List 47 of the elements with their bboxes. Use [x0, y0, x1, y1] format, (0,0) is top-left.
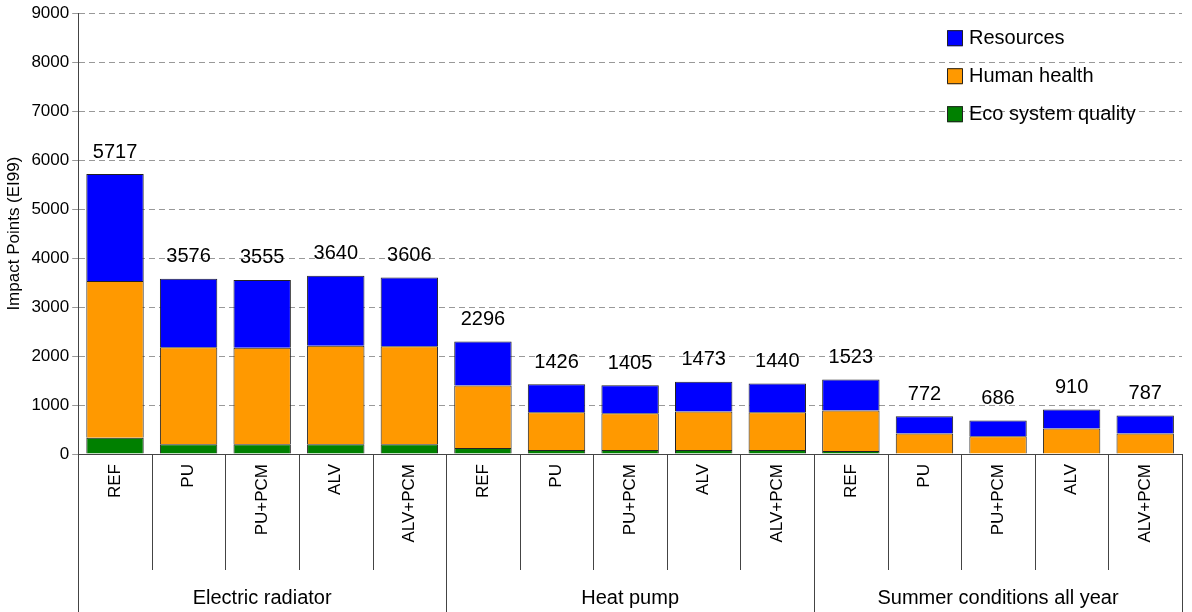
x-tick-label: ALV: [325, 463, 345, 495]
y-tick-label: 0: [59, 443, 70, 463]
total-label: 772: [907, 381, 942, 404]
total-label: 1473: [681, 347, 726, 370]
total-label: 910: [1054, 374, 1089, 397]
x-tick-label: ALV: [693, 463, 713, 495]
x-tick-label: PU+PCM: [987, 464, 1007, 536]
total-label: 3555: [239, 245, 285, 268]
total-label: 1426: [534, 349, 579, 372]
total-label: 1405: [607, 350, 653, 373]
y-tick-label: 1000: [31, 394, 70, 414]
legend-label: Eco system quality: [969, 101, 1136, 124]
x-tick-label: PU: [914, 464, 934, 488]
x-tick-label: PU: [546, 464, 566, 488]
x-tick-label: ALV+PCM: [766, 464, 786, 543]
x-tick-label: REF: [472, 464, 492, 498]
y-tick-label: 7000: [31, 100, 70, 120]
x-tick-label: ALV+PCM: [1134, 464, 1154, 543]
total-label: 2296: [460, 307, 506, 330]
total-label: 1523: [828, 344, 874, 367]
total-label: 787: [1128, 380, 1162, 403]
x-tick-label: ALV+PCM: [399, 464, 419, 543]
y-axis-title: Impact Points (EI99): [3, 156, 23, 311]
text: Heat pump: [581, 585, 680, 608]
total-label: 1440: [755, 348, 800, 371]
legend-label: Human health: [969, 63, 1094, 86]
x-tick-label: REF: [840, 464, 860, 498]
text: Electric radiator: [192, 585, 332, 608]
x-tick-label: PU: [178, 464, 198, 488]
legend-label: Resources: [969, 25, 1065, 48]
y-tick-label: 3000: [31, 296, 70, 316]
x-tick-label: PU+PCM: [619, 464, 639, 536]
total-label: 686: [981, 385, 1015, 408]
text: Summer conditions all year: [877, 585, 1119, 608]
y-tick-label: 8000: [31, 51, 70, 71]
total-label: 3606: [387, 242, 432, 265]
y-tick-label: 5000: [31, 198, 70, 218]
total-label: 3640: [313, 241, 359, 264]
x-tick-label: PU+PCM: [251, 464, 271, 536]
x-tick-label: ALV: [1061, 463, 1081, 495]
y-tick-label: 2000: [31, 345, 70, 365]
y-tick-label: 9000: [31, 2, 70, 22]
y-tick-label: 4000: [31, 247, 70, 267]
y-tick-label: 6000: [31, 149, 70, 169]
total-label: 3576: [166, 244, 211, 267]
x-tick-label: REF: [104, 464, 124, 498]
total-label: 5717: [92, 139, 138, 162]
